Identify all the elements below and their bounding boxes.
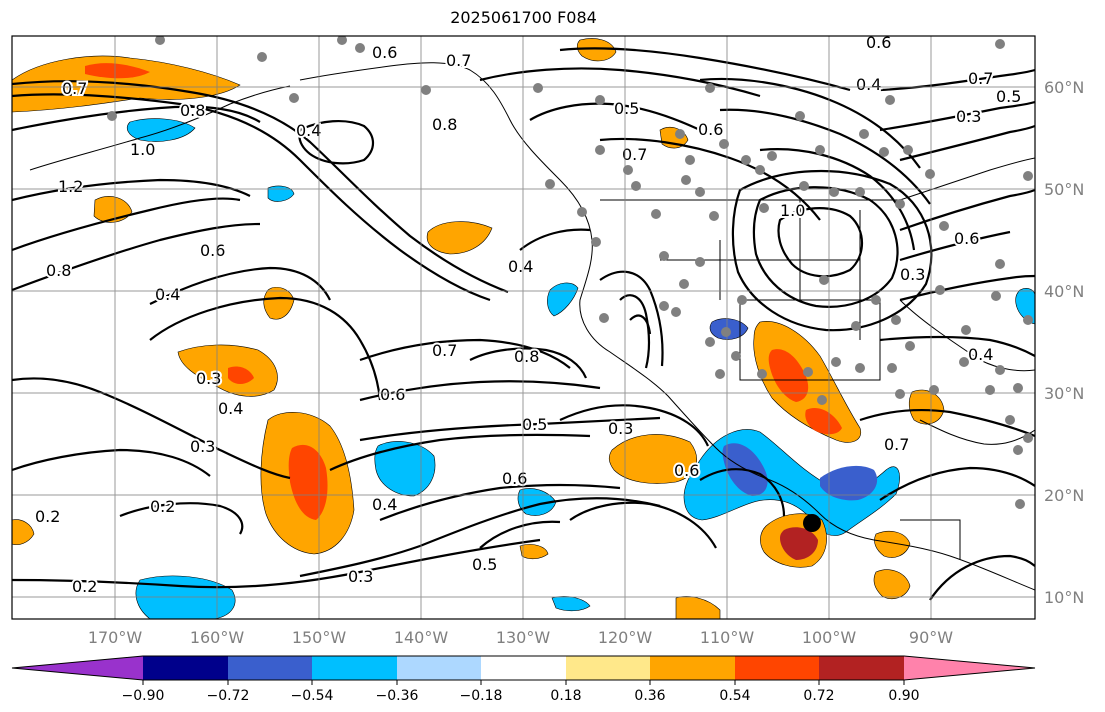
contour-label: 0.2	[72, 577, 97, 596]
colorbar-segment	[650, 656, 735, 680]
colorbar-segment	[397, 656, 481, 680]
colorbar-ticks	[142, 680, 905, 685]
colorbar-tick-label: −0.90	[122, 688, 165, 704]
contour-label: 0.7	[62, 79, 87, 98]
colorbar-tick-label: 0.18	[550, 688, 581, 704]
contour-label: 0.7	[968, 69, 993, 88]
contour-label: 0.6	[866, 33, 891, 52]
lon-tick-label: 90°W	[909, 628, 953, 647]
map-frame	[11, 35, 1036, 620]
colorbar-segment	[312, 656, 397, 680]
lon-tick-label: 160°W	[190, 628, 245, 647]
contour-label: 0.3	[900, 265, 925, 284]
contour-label: 0.6	[674, 461, 699, 480]
colorbar-segment	[566, 656, 650, 680]
lon-tick-label: 170°W	[88, 628, 143, 647]
contour-label: 0.4	[372, 495, 397, 514]
colorbar-extend-high	[904, 656, 1035, 680]
contour-label: 0.3	[190, 437, 215, 456]
lon-tick-label: 120°W	[598, 628, 653, 647]
contour-label: 0.7	[884, 435, 909, 454]
colorbar-tick-label: −0.18	[460, 688, 503, 704]
contour-label: 0.8	[180, 101, 205, 120]
contour-label: 0.5	[614, 99, 639, 118]
contour-label: 0.2	[35, 507, 60, 526]
contour-label: 0.4	[155, 285, 180, 304]
lon-tick-label: 110°W	[700, 628, 755, 647]
colorbar-tick-label: 0.36	[634, 688, 665, 704]
contour-label: 0.5	[996, 87, 1021, 106]
contour-label: 0.6	[698, 120, 723, 139]
lat-tick-label: 50°N	[1044, 180, 1084, 199]
colorbar-segment	[143, 656, 228, 680]
lat-tick-label: 40°N	[1044, 282, 1084, 301]
chart-title: 2025061700 F084	[450, 8, 597, 27]
lat-tick-label: 20°N	[1044, 486, 1084, 505]
contour-label: 0.6	[372, 43, 397, 62]
contour-label: 0.5	[522, 415, 547, 434]
contour-label: 0.7	[432, 341, 457, 360]
contour-label: 0.3	[196, 369, 221, 388]
station-markers	[107, 36, 1033, 509]
contour-label: 0.8	[432, 115, 457, 134]
contour-label: 0.4	[508, 257, 533, 276]
contour-lines	[12, 47, 1035, 601]
colorbar-tick-label: −0.54	[291, 688, 334, 704]
location-marker	[803, 514, 821, 532]
contour-label: 0.4	[968, 345, 993, 364]
colorbar-segment	[819, 656, 904, 680]
gridlines	[12, 36, 1035, 619]
contour-label: 0.6	[380, 385, 405, 404]
contour-label: 0.6	[200, 241, 225, 260]
latitude-axis: 60°N 50°N 40°N 30°N 20°N 10°N	[1044, 78, 1084, 607]
contour-label: 0.4	[856, 75, 881, 94]
longitude-axis: 170°W 160°W 150°W 140°W 130°W 120°W 110°…	[88, 628, 953, 647]
lon-tick-label: 100°W	[802, 628, 857, 647]
contour-label: 0.3	[956, 107, 981, 126]
contour-label: 0.6	[954, 229, 979, 248]
lon-tick-label: 150°W	[292, 628, 347, 647]
contour-label: 0.7	[446, 51, 471, 70]
contour-label: 0.6	[502, 469, 527, 488]
colorbar-tick-label: 0.54	[719, 688, 750, 704]
contour-label: 0.3	[348, 567, 373, 586]
contour-label: 0.8	[514, 347, 539, 366]
contour-label-group: 0.7 0.8 1.0 1.2 0.8 0.6 0.4 0.3 0.4 0.3 …	[33, 33, 1023, 598]
colorbar-tick-label: 0.90	[888, 688, 919, 704]
map-content: 0.7 0.8 1.0 1.2 0.8 0.6 0.4 0.3 0.4 0.3 …	[12, 33, 1035, 619]
contour-label: 0.4	[218, 399, 243, 418]
contour-label: 0.4	[296, 121, 321, 140]
contour-label: 0.3	[608, 419, 633, 438]
colorbar-tick-label: 0.72	[803, 688, 834, 704]
colorbar-segment	[481, 656, 566, 680]
colorbar-segment	[228, 656, 312, 680]
colorbar-segment	[735, 656, 819, 680]
lon-tick-label: 130°W	[496, 628, 551, 647]
colorbar-tick-label: −0.72	[207, 688, 250, 704]
colorbar-tick-label: −0.36	[376, 688, 419, 704]
lon-tick-label: 140°W	[394, 628, 449, 647]
colorbar-extend-low	[12, 656, 143, 680]
contour-label: 1.0	[130, 140, 155, 159]
lat-tick-label: 10°N	[1044, 588, 1084, 607]
contour-label: 0.7	[622, 145, 647, 164]
lat-tick-label: 30°N	[1044, 384, 1084, 403]
contour-label: 0.8	[46, 261, 71, 280]
lat-tick-label: 60°N	[1044, 78, 1084, 97]
contour-label: 0.2	[150, 497, 175, 516]
contour-label: 1.2	[58, 177, 83, 196]
shaded-regions	[12, 38, 1035, 619]
contour-label: 1.0	[780, 201, 805, 220]
contour-label: 0.5	[472, 555, 497, 574]
colorbar: −0.90 −0.72 −0.54 −0.36 −0.18 0.18 0.36 …	[11, 655, 1036, 704]
